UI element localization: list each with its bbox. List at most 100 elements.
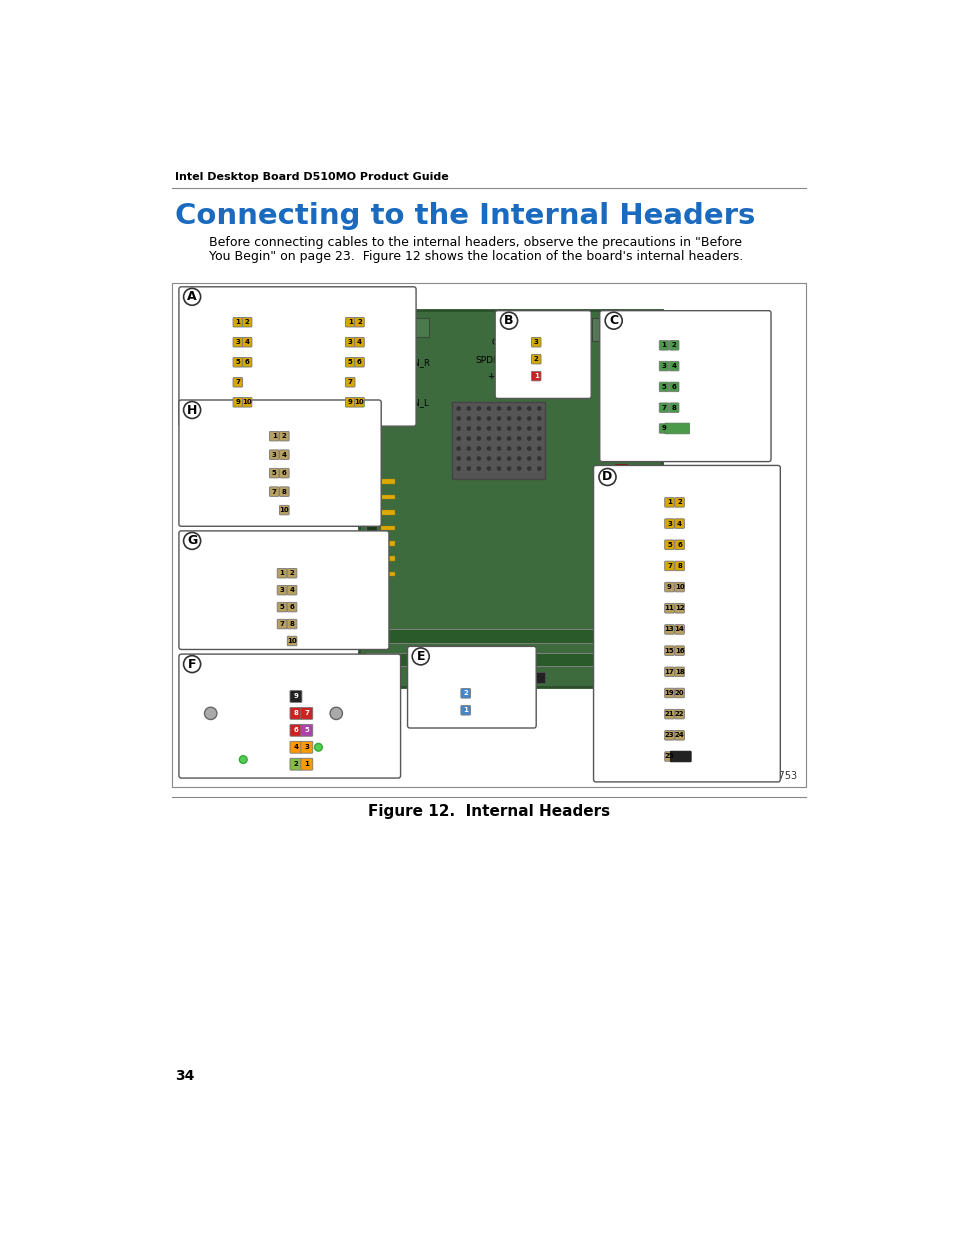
Text: 16: 16 bbox=[674, 647, 683, 653]
Circle shape bbox=[497, 436, 500, 441]
FancyBboxPatch shape bbox=[664, 424, 689, 433]
Text: +5V_DC: +5V_DC bbox=[487, 372, 524, 380]
FancyBboxPatch shape bbox=[664, 667, 674, 677]
Text: D+: D+ bbox=[294, 468, 307, 478]
Text: TXD#: TXD# bbox=[635, 362, 660, 370]
Text: 5: 5 bbox=[235, 359, 240, 366]
Circle shape bbox=[598, 468, 616, 485]
Text: C: C bbox=[609, 314, 618, 327]
Text: Sense1_Ret: Sense1_Ret bbox=[258, 358, 308, 367]
Text: PD2: PD2 bbox=[648, 562, 666, 571]
Text: FP_OUT_R: FP_OUT_R bbox=[305, 358, 347, 367]
Text: 2: 2 bbox=[356, 319, 361, 325]
Text: LED (+): LED (+) bbox=[421, 705, 456, 715]
FancyBboxPatch shape bbox=[290, 758, 301, 771]
Text: LED#: LED# bbox=[301, 636, 324, 646]
Bar bbox=[365, 652, 648, 667]
Circle shape bbox=[456, 456, 460, 461]
Text: 11: 11 bbox=[664, 605, 674, 611]
Circle shape bbox=[476, 436, 480, 441]
FancyBboxPatch shape bbox=[674, 646, 683, 656]
Text: 10: 10 bbox=[279, 508, 289, 513]
Text: OM21753: OM21753 bbox=[749, 771, 797, 781]
FancyBboxPatch shape bbox=[664, 604, 674, 613]
Text: AUD_GND: AUD_GND bbox=[371, 337, 413, 347]
Text: 6: 6 bbox=[282, 471, 287, 477]
FancyBboxPatch shape bbox=[277, 568, 287, 578]
Text: SPDIF_OUT: SPDIF_OUT bbox=[475, 354, 524, 363]
FancyBboxPatch shape bbox=[269, 468, 279, 478]
Circle shape bbox=[506, 466, 511, 471]
Circle shape bbox=[506, 416, 511, 421]
FancyBboxPatch shape bbox=[664, 646, 674, 656]
FancyBboxPatch shape bbox=[277, 585, 287, 595]
Text: Serial 1/Serial 2: Serial 1/Serial 2 bbox=[641, 325, 735, 335]
Text: Sense_Send: Sense_Send bbox=[184, 378, 234, 387]
FancyBboxPatch shape bbox=[233, 357, 242, 367]
FancyBboxPatch shape bbox=[290, 690, 301, 703]
Circle shape bbox=[239, 756, 247, 763]
FancyBboxPatch shape bbox=[300, 725, 313, 736]
Text: 10: 10 bbox=[674, 584, 683, 590]
Text: AUD_5V: AUD_5V bbox=[314, 378, 347, 387]
Text: OR: OR bbox=[286, 356, 306, 369]
Text: Power: Power bbox=[216, 752, 239, 761]
Circle shape bbox=[537, 426, 541, 431]
Circle shape bbox=[517, 466, 521, 471]
FancyBboxPatch shape bbox=[279, 450, 289, 459]
Text: 6: 6 bbox=[290, 604, 294, 610]
FancyBboxPatch shape bbox=[674, 498, 683, 508]
FancyBboxPatch shape bbox=[269, 487, 279, 496]
Circle shape bbox=[526, 436, 531, 441]
FancyBboxPatch shape bbox=[664, 561, 674, 571]
Text: ACK#: ACK# bbox=[641, 688, 666, 698]
Text: D-: D- bbox=[269, 585, 278, 595]
Text: 1: 1 bbox=[463, 708, 468, 714]
Text: Ground: Ground bbox=[294, 487, 324, 496]
FancyBboxPatch shape bbox=[287, 603, 296, 611]
FancyBboxPatch shape bbox=[659, 382, 668, 391]
Text: 2: 2 bbox=[290, 571, 294, 577]
Text: MIC_BIAS: MIC_BIAS bbox=[308, 337, 347, 347]
Text: PERROR: PERROR bbox=[630, 731, 666, 740]
Circle shape bbox=[517, 456, 521, 461]
Text: 21: 21 bbox=[664, 711, 674, 718]
Circle shape bbox=[456, 436, 460, 441]
Text: 34: 34 bbox=[174, 1070, 194, 1083]
Circle shape bbox=[497, 426, 500, 431]
Text: You Begin" on page 23.  Figure 12 shows the location of the board's internal hea: You Begin" on page 23. Figure 12 shows t… bbox=[209, 251, 742, 263]
Text: 5: 5 bbox=[348, 359, 353, 366]
Circle shape bbox=[517, 426, 521, 431]
Text: 3: 3 bbox=[279, 587, 284, 593]
Text: G: G bbox=[187, 535, 197, 547]
FancyBboxPatch shape bbox=[664, 519, 674, 529]
Bar bbox=[381, 556, 395, 561]
Text: 1: 1 bbox=[304, 761, 309, 767]
Text: Port2L: Port2L bbox=[208, 398, 234, 406]
Text: 4: 4 bbox=[677, 521, 681, 526]
Bar bbox=[365, 464, 377, 634]
FancyBboxPatch shape bbox=[674, 667, 683, 677]
Text: D+: D+ bbox=[265, 603, 278, 611]
FancyBboxPatch shape bbox=[674, 731, 683, 740]
Text: 4: 4 bbox=[294, 745, 298, 750]
Text: Front Panel: Front Panel bbox=[253, 668, 325, 678]
Circle shape bbox=[466, 456, 471, 461]
FancyBboxPatch shape bbox=[290, 741, 301, 753]
FancyBboxPatch shape bbox=[300, 741, 313, 753]
Text: STROBE#: STROBE# bbox=[623, 498, 666, 506]
Text: 1: 1 bbox=[272, 433, 276, 440]
FancyBboxPatch shape bbox=[345, 357, 355, 367]
Circle shape bbox=[330, 708, 342, 720]
Text: +5V DC: +5V DC bbox=[319, 692, 355, 701]
Text: Ground: Ground bbox=[491, 337, 524, 347]
FancyBboxPatch shape bbox=[659, 341, 668, 350]
Text: No Connection: No Connection bbox=[301, 585, 363, 595]
FancyBboxPatch shape bbox=[345, 337, 355, 347]
Text: Before connecting cables to the internal headers, observe the precautions in "Be: Before connecting cables to the internal… bbox=[209, 236, 741, 249]
FancyBboxPatch shape bbox=[355, 398, 364, 408]
Circle shape bbox=[497, 416, 500, 421]
Text: Reset: Reset bbox=[319, 709, 344, 718]
Text: 4: 4 bbox=[281, 452, 287, 458]
Text: 8: 8 bbox=[671, 405, 676, 411]
